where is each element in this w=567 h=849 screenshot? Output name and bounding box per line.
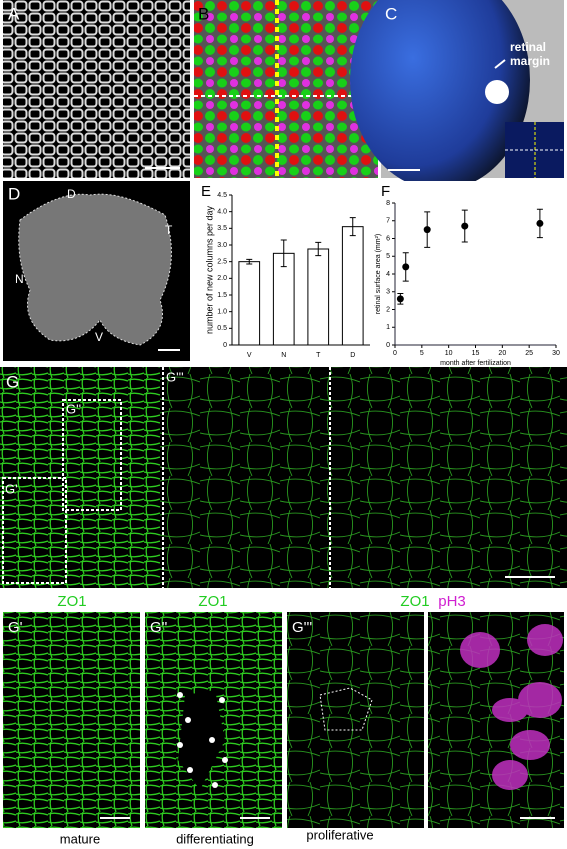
x-tick-label: 10 bbox=[445, 350, 453, 357]
panel-a bbox=[3, 0, 190, 178]
y-tick-label: 0.5 bbox=[217, 325, 227, 332]
y-tick-label: 2 bbox=[386, 306, 390, 313]
caption: mature bbox=[60, 831, 100, 846]
x-tick-label: T bbox=[316, 352, 321, 359]
panel-c bbox=[350, 0, 564, 190]
x-tick-label: 5 bbox=[420, 350, 424, 357]
x-tick-label: V bbox=[247, 352, 252, 359]
y-tick-label: 8 bbox=[386, 200, 390, 207]
point bbox=[396, 295, 404, 303]
y-tick-label: 3.0 bbox=[217, 242, 227, 249]
x-tick-label: 25 bbox=[525, 350, 533, 357]
annotation: margin bbox=[510, 54, 550, 68]
panel-label: C bbox=[385, 4, 397, 23]
point bbox=[402, 263, 410, 271]
panel-label: B bbox=[198, 4, 209, 23]
chart-bg bbox=[378, 181, 567, 364]
x-tick-label: N bbox=[281, 352, 286, 359]
y-tick-label: 0 bbox=[386, 342, 390, 349]
y-tick-label: 3.5 bbox=[217, 225, 227, 232]
x-axis-label: month after fertilization bbox=[440, 360, 511, 367]
orientation-label: N bbox=[15, 272, 24, 286]
bar bbox=[307, 248, 330, 346]
stain-label: ZO1 bbox=[57, 593, 86, 610]
x-tick-label: 0 bbox=[393, 350, 397, 357]
bar bbox=[238, 261, 261, 346]
y-tick-label: 1.0 bbox=[217, 309, 227, 316]
panel-label: G''' bbox=[166, 369, 184, 384]
x-tick-label: 20 bbox=[498, 350, 506, 357]
panel-label: G bbox=[6, 372, 19, 391]
bar bbox=[341, 226, 364, 346]
x-tick-label: D bbox=[350, 352, 355, 359]
y-tick-label: 4 bbox=[386, 271, 390, 278]
y-tick-label: 6 bbox=[386, 235, 390, 242]
x-tick-label: 15 bbox=[472, 350, 480, 357]
point bbox=[423, 226, 431, 234]
panel-d bbox=[3, 181, 190, 361]
y-tick-label: 5 bbox=[386, 253, 390, 260]
error-bar bbox=[246, 258, 253, 265]
y-tick-label: 7 bbox=[386, 218, 390, 225]
point bbox=[461, 222, 469, 230]
panel-g bbox=[0, 367, 567, 588]
y-tick-label: 0 bbox=[223, 342, 227, 349]
panel-label: G'' bbox=[66, 401, 81, 416]
stain-label: pH3 bbox=[438, 593, 466, 610]
error-bar bbox=[315, 241, 322, 257]
y-tick-label: 1 bbox=[386, 324, 390, 331]
orientation-label: T bbox=[165, 223, 173, 237]
error-bar bbox=[280, 239, 287, 268]
orientation-label: D bbox=[67, 187, 76, 201]
caption: proliferative bbox=[306, 827, 373, 842]
panel-label: G''' bbox=[292, 619, 312, 636]
y-tick-label: 2.0 bbox=[217, 275, 227, 282]
panel-label: G' bbox=[8, 619, 23, 636]
y-tick-label: 3 bbox=[386, 289, 390, 296]
y-axis-label: number of new columns per day bbox=[204, 205, 214, 334]
panel-label: E bbox=[201, 183, 211, 200]
stain-label: ZO1 bbox=[400, 593, 429, 610]
orientation-label: V bbox=[95, 330, 103, 344]
panel-label: F bbox=[381, 183, 390, 200]
x-tick-label: 30 bbox=[552, 350, 560, 357]
annotation: retinal bbox=[510, 40, 546, 54]
caption: differentiating bbox=[176, 831, 254, 846]
panel-label: G'' bbox=[150, 619, 168, 636]
y-tick-label: 4.5 bbox=[217, 192, 227, 199]
y-tick-label: 2.5 bbox=[217, 259, 227, 266]
panel-label: G' bbox=[5, 481, 18, 496]
panel-label: D bbox=[8, 184, 20, 203]
panel-label: A bbox=[8, 4, 20, 23]
stain-label: ZO1 bbox=[198, 593, 227, 610]
panel-g-details bbox=[3, 612, 564, 828]
y-tick-label: 1.5 bbox=[217, 292, 227, 299]
y-axis-label: retinal surface area (mm²) bbox=[375, 234, 382, 315]
panel-b bbox=[194, 0, 378, 178]
point bbox=[536, 219, 544, 227]
y-tick-label: 4.0 bbox=[217, 209, 227, 216]
error-bar bbox=[349, 217, 356, 237]
